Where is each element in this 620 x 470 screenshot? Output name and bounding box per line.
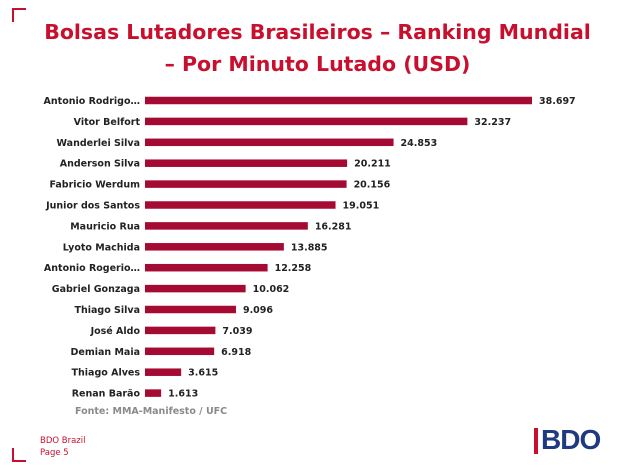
category-label: Vitor Belfort [74, 117, 141, 128]
bar [145, 326, 216, 335]
value-label: 9.096 [243, 305, 273, 316]
value-label: 1.613 [168, 389, 198, 400]
bar [145, 201, 336, 209]
bar [145, 159, 348, 167]
category-label: Antonio Rodrigo… [44, 96, 140, 107]
value-label: 10.062 [253, 284, 290, 295]
corner-mark-top-left [12, 8, 26, 22]
chart-title: Bolsas Lutadores Brasileiros – Ranking M… [44, 20, 591, 76]
value-label: 13.885 [291, 242, 328, 253]
bdo-logo: BDO [531, 424, 609, 456]
bar [145, 117, 468, 126]
category-label: Demian Maia [71, 347, 141, 358]
value-label: 24.853 [401, 138, 438, 149]
bar [145, 284, 246, 293]
logo-bracket [534, 428, 538, 454]
value-label: 19.051 [343, 201, 380, 212]
value-label: 6.918 [221, 347, 251, 358]
category-label: Thiago Silva [74, 305, 140, 316]
source-note: Fonte: MMA-Manifesto / UFC [75, 406, 228, 417]
bar [145, 389, 162, 397]
bar [145, 305, 236, 314]
logo-text: BDO [541, 424, 601, 455]
category-label: Antonio Rogerio… [44, 263, 140, 274]
value-label: 7.039 [222, 326, 252, 337]
value-label: 20.156 [354, 180, 391, 191]
category-label: José Aldo [90, 326, 141, 337]
footer-company: BDO Brazil [40, 436, 86, 446]
bar [145, 138, 394, 147]
category-label: Mauricio Rua [70, 221, 140, 232]
category-label: Wanderlei Silva [57, 138, 140, 149]
value-label: 20.211 [354, 159, 391, 170]
bar [145, 96, 532, 105]
category-label: Fabricio Werdum [49, 180, 140, 191]
category-label: Junior dos Santos [45, 201, 140, 212]
category-label: Anderson Silva [60, 159, 140, 170]
value-label: 16.281 [315, 221, 352, 232]
bar [145, 263, 268, 272]
bar [145, 222, 308, 230]
value-label: 32.237 [474, 117, 511, 128]
bar [145, 243, 284, 251]
footer-page-number: Page 5 [40, 448, 69, 458]
corner-mark-bottom-left [12, 448, 26, 462]
category-label: Renan Barão [72, 389, 141, 400]
bar [145, 347, 215, 356]
category-label: Lyoto Machida [63, 242, 140, 253]
category-label: Thiago Alves [72, 368, 141, 379]
bar [145, 368, 182, 376]
value-label: 3.615 [188, 368, 218, 379]
value-label: 12.258 [275, 263, 312, 274]
bar [145, 180, 347, 188]
value-label: 38.697 [539, 96, 576, 107]
category-label: Gabriel Gonzaga [52, 284, 140, 295]
